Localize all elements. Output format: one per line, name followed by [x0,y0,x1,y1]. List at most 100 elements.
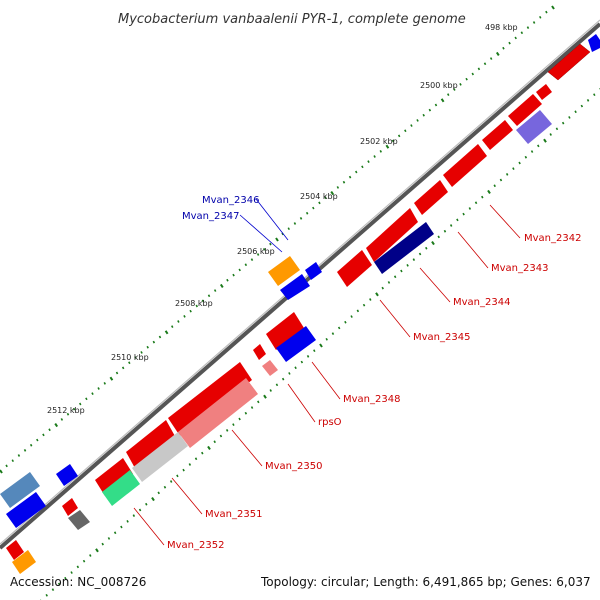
gene-label[interactable]: Mvan_2344 [453,297,510,308]
scale-dot [163,485,167,489]
scale-dot [257,400,260,404]
gene-arrow[interactable] [62,498,78,516]
scale-dot [391,139,395,143]
tick-label: 2504 kbp [300,192,338,201]
scale-dot [379,149,382,153]
scale-dot [393,275,397,279]
gene-arrow[interactable] [276,326,316,362]
gene-block-navy[interactable] [374,222,434,274]
scale-dot [580,104,584,108]
scale-dot [0,469,3,474]
scale-dot [532,21,536,24]
gene-arrow[interactable] [253,344,266,360]
gene-arrow[interactable] [280,274,310,300]
scale-dot [23,449,27,452]
scale-dot [355,170,358,174]
gene-label[interactable]: Mvan_2343 [491,263,548,274]
scale-dot [64,576,67,580]
scale-dot [539,15,542,19]
gene-block-green[interactable] [102,470,140,506]
scale-dot [238,417,241,421]
gene-label[interactable]: Mvan_2342 [524,233,581,244]
scale-dot [113,531,117,535]
inner-scale-dots [40,88,600,600]
gene-arrow[interactable] [366,208,418,262]
gene-block-pale[interactable] [178,378,258,448]
gene-block-grey[interactable] [132,432,188,482]
gene-arrow[interactable] [305,262,322,280]
scale-dot [489,57,493,60]
scale-dot [207,445,211,450]
scale-dot [324,196,327,200]
gene-label[interactable]: Mvan_2347 [182,211,239,222]
tick-label: 2500 kbp [420,81,458,90]
scale-dot [418,252,422,256]
gene-arrow[interactable] [266,312,304,350]
gene-label[interactable]: Mvan_2352 [167,540,224,551]
scale-dot [387,281,391,284]
scale-dot [337,326,341,330]
scale-dot [348,175,352,179]
scale-dot [226,278,229,282]
gene-block-dark[interactable] [68,510,90,530]
gene-arrow[interactable] [482,120,513,150]
scale-dot [250,258,254,261]
gene-label[interactable]: rpsO [318,417,342,428]
accession-text: Accession: NC_008726 [10,575,146,589]
scale-dot [574,110,577,114]
tick-label: 498 kbp [485,23,518,32]
reverse-gene-labels: Mvan_2346 Mvan_2347 [182,195,259,222]
scale-dot [385,144,390,149]
gene-arrow[interactable] [12,550,36,574]
scale-dot [361,165,364,169]
scale-dot [537,144,540,148]
scale-dot [520,31,524,35]
tick-label: 2502 kbp [360,137,398,146]
scale-dot [36,438,39,442]
scale-dot [238,268,241,272]
gene-arrow[interactable] [443,144,487,187]
scale-dot [437,235,440,239]
gene-arrow[interactable] [168,362,252,436]
gene-label[interactable]: Mvan_2351 [205,509,262,520]
gene-label[interactable]: Mvan_2348 [343,394,400,405]
gene-arrow[interactable] [268,256,300,286]
gene-arrow[interactable] [414,180,448,215]
scale-dot [29,443,33,447]
gene-label[interactable]: Mvan_2345 [413,332,470,343]
scale-dot [342,180,346,184]
scale-dot [410,124,413,127]
scale-dot [201,299,205,303]
scale-dot [299,217,303,220]
scale-dot [319,343,323,348]
gene-arrow[interactable] [337,250,372,287]
scale-dot [60,418,64,421]
gene-block-purple[interactable] [516,110,552,144]
scale-dot [263,394,267,399]
scale-dot [336,186,340,189]
scale-dot [120,525,123,529]
gene-block-pale[interactable] [262,360,278,376]
gene-label[interactable]: Mvan_2346 [202,195,259,206]
gene-arrow[interactable] [588,34,600,52]
scale-dot [362,303,366,307]
gene-label[interactable]: Mvan_2350 [265,461,322,472]
scale-dot [545,10,548,14]
gene-arrow[interactable] [95,458,133,496]
scale-dot [232,273,235,277]
gene-arrow[interactable] [6,492,46,528]
gene-arrow[interactable] [536,84,552,100]
reverse-strand-genes [0,34,600,574]
scale-dot [331,332,335,335]
gene-arrow[interactable] [547,43,591,81]
scale-dot [158,335,162,339]
scale-dot [508,41,511,45]
gene-arrow[interactable] [6,540,24,560]
gene-arrow[interactable] [126,420,176,470]
scale-dot [207,294,211,298]
gene-arrow[interactable] [56,464,78,486]
scale-dot [381,286,384,290]
gene-arrow[interactable] [508,94,542,126]
gene-arrow[interactable] [0,472,40,508]
